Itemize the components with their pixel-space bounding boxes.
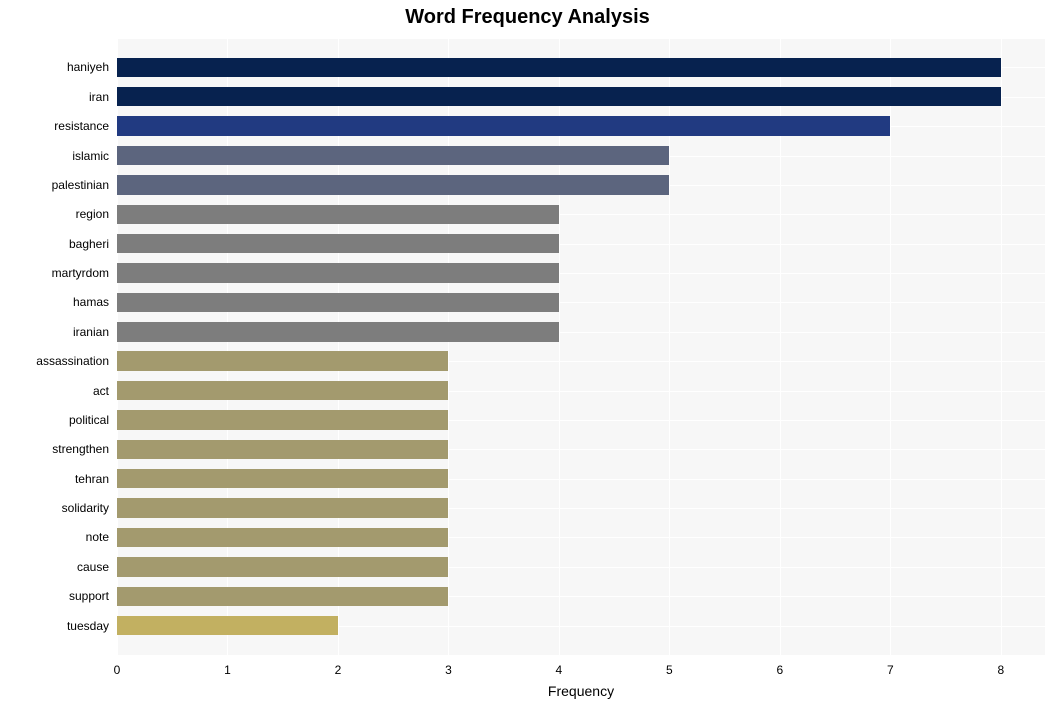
x-tick-label: 0 [114,663,121,677]
y-tick-label: cause [0,560,109,574]
y-tick-label: assassination [0,354,109,368]
y-tick-label: support [0,589,109,603]
bar [117,528,448,547]
bar [117,381,448,400]
gridline-horizontal [117,655,1045,656]
x-tick-label: 3 [445,663,452,677]
chart-title: Word Frequency Analysis [0,6,1055,29]
x-axis-label: Frequency [117,683,1045,699]
x-tick-label: 6 [777,663,784,677]
bar [117,322,559,341]
y-tick-label: hamas [0,295,109,309]
y-tick-label: resistance [0,119,109,133]
x-tick-label: 8 [997,663,1004,677]
bar [117,469,448,488]
bar [117,58,1001,77]
gridline-vertical [890,38,891,655]
bar [117,498,448,517]
bar [117,234,559,253]
bar [117,87,1001,106]
x-tick-label: 2 [335,663,342,677]
plot-area [117,38,1045,655]
bar [117,351,448,370]
chart-container: Word Frequency Analysis haniyeh iran resis… [0,0,1055,701]
bar [117,440,448,459]
y-tick-label: bagheri [0,237,109,251]
bar [117,410,448,429]
bar [117,116,890,135]
y-tick-label: region [0,207,109,221]
bar [117,205,559,224]
y-tick-label: strengthen [0,442,109,456]
gridline-horizontal [117,38,1045,39]
y-tick-label: iran [0,90,109,104]
bar [117,557,448,576]
bar [117,587,448,606]
y-tick-label: palestinian [0,178,109,192]
bar [117,263,559,282]
y-tick-label: martyrdom [0,266,109,280]
x-tick-label: 7 [887,663,894,677]
y-tick-label: islamic [0,149,109,163]
bar [117,146,669,165]
bar [117,293,559,312]
y-tick-label: political [0,413,109,427]
y-tick-label: tehran [0,472,109,486]
y-tick-label: solidarity [0,501,109,515]
x-tick-label: 1 [224,663,231,677]
y-tick-label: tuesday [0,619,109,633]
bar [117,175,669,194]
y-tick-label: act [0,384,109,398]
gridline-vertical [1001,38,1002,655]
x-tick-label: 5 [666,663,673,677]
y-tick-label: haniyeh [0,60,109,74]
x-tick-label: 4 [556,663,563,677]
y-tick-label: note [0,530,109,544]
y-tick-label: iranian [0,325,109,339]
bar [117,616,338,635]
